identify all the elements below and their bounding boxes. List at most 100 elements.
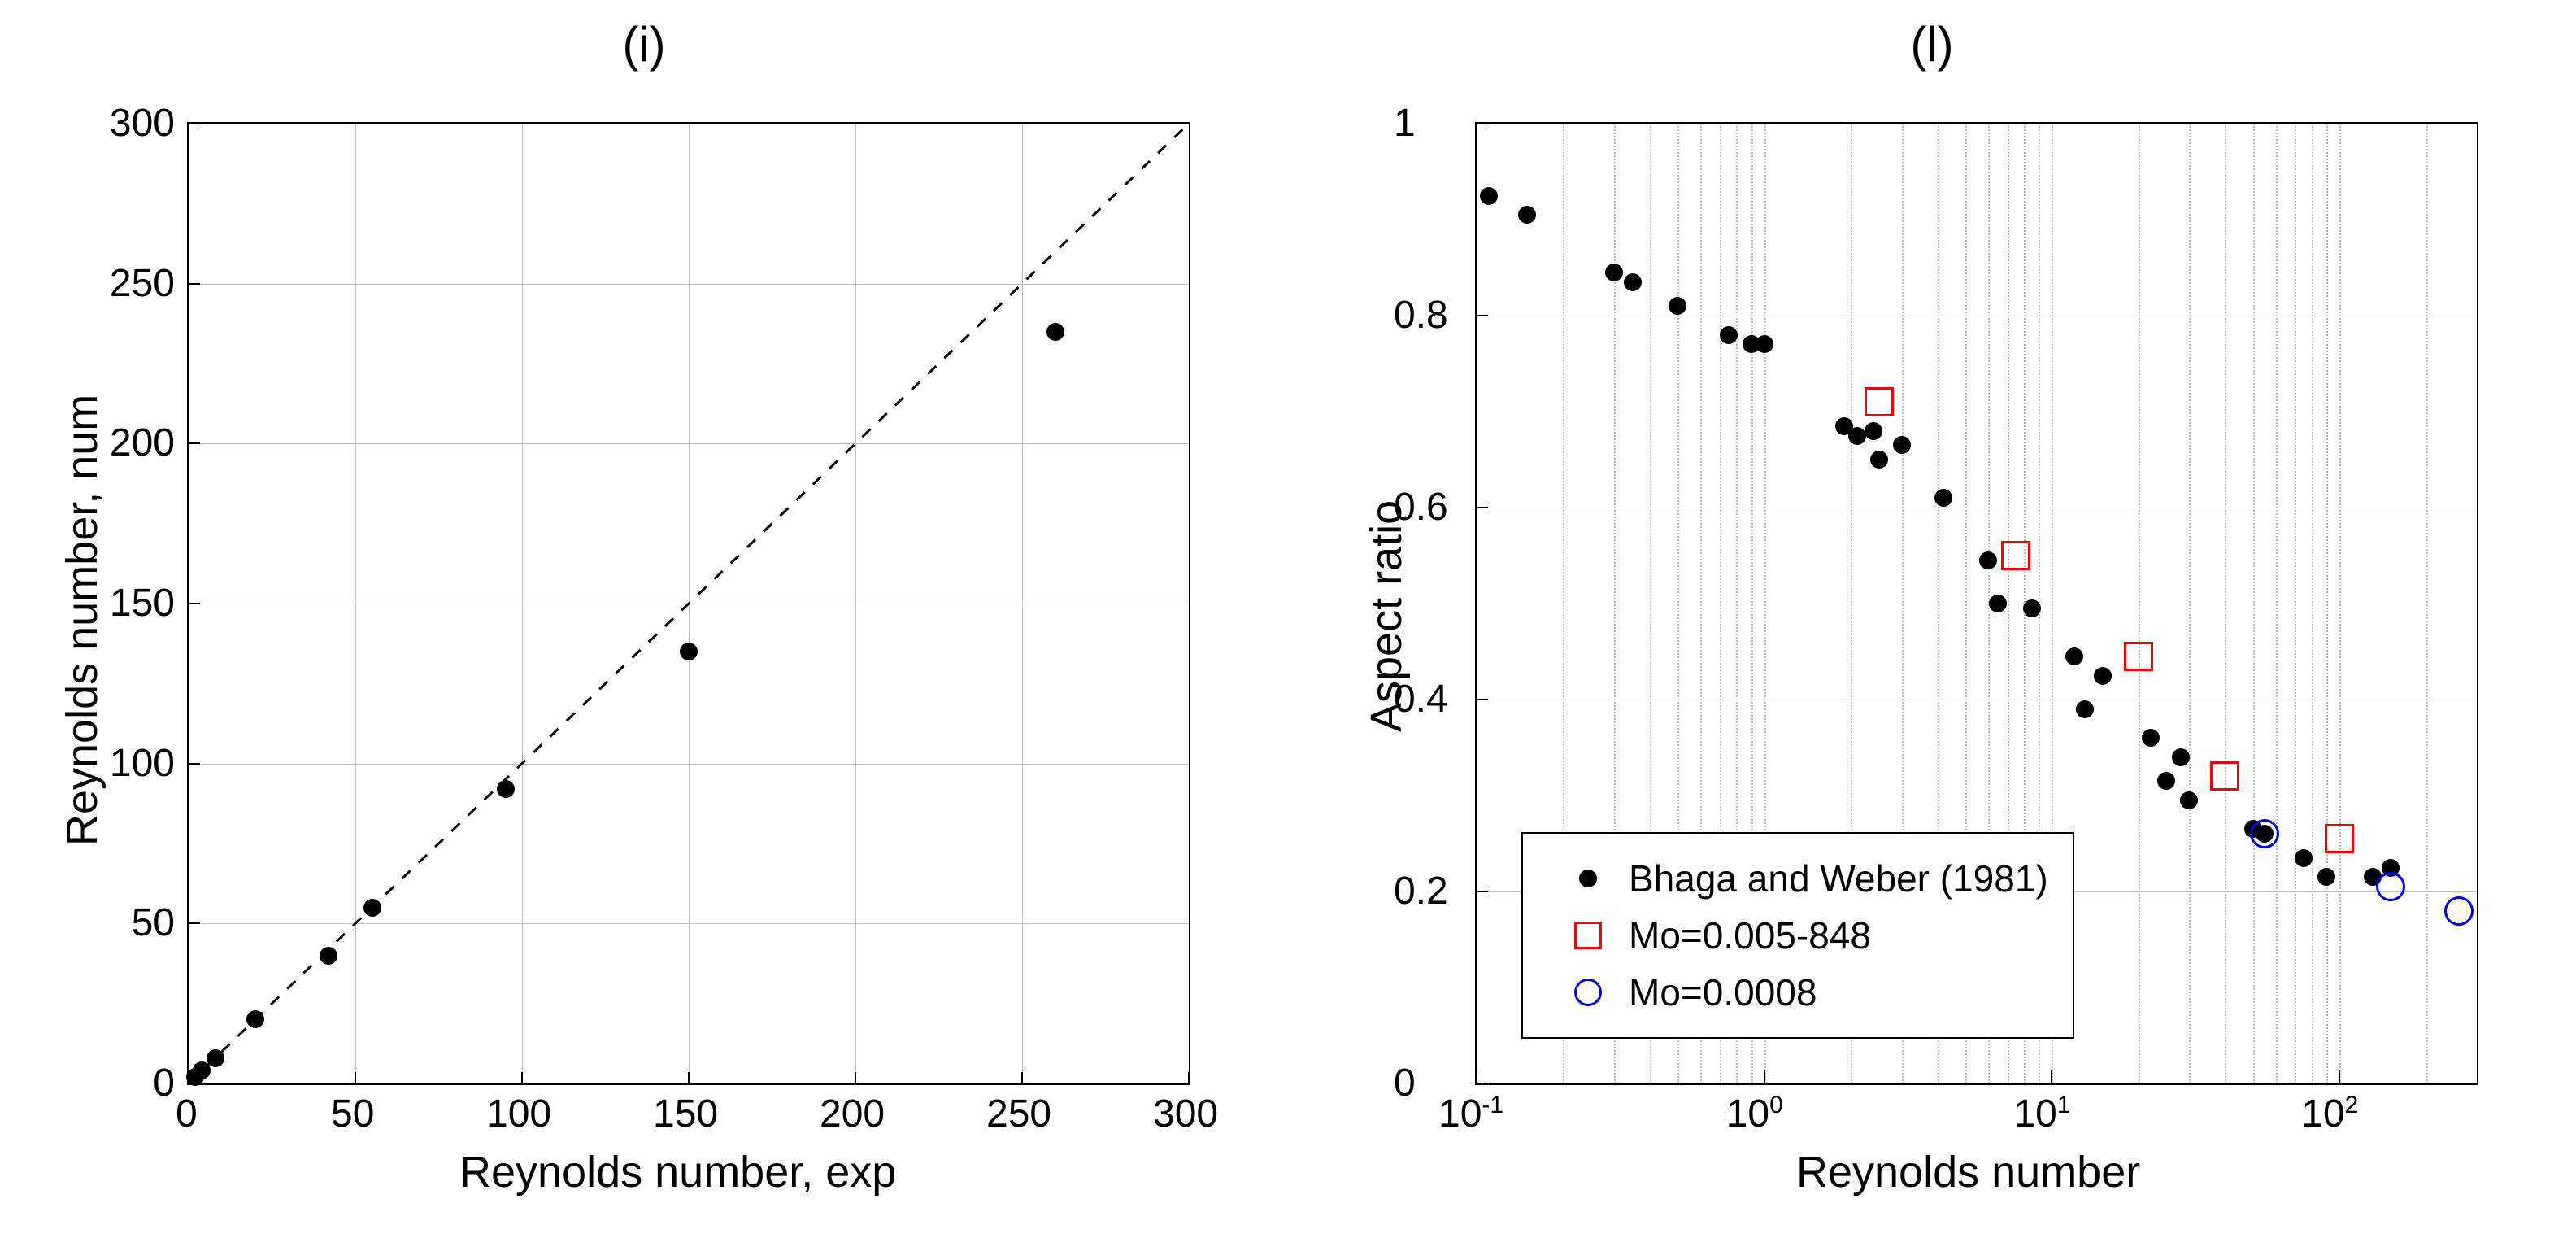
grid-line-minor — [2426, 124, 2428, 1083]
panel-i-plot-area — [187, 122, 1190, 1085]
data-point — [680, 643, 698, 660]
data-point — [193, 1061, 211, 1079]
panel-i-xlabel: Reynolds number, exp — [459, 1147, 896, 1197]
legend: Bhaga and Weber (1981) Mo=0.005-848 Mo=0.0… — [1521, 832, 2074, 1039]
panel-l-xlabel: Reynolds number — [1796, 1147, 2140, 1197]
data-point — [2210, 761, 2239, 791]
x-tick — [1476, 1070, 1477, 1083]
x-tick-label: 102 — [2301, 1092, 2358, 1136]
x-tick-label: 101 — [2013, 1092, 2070, 1136]
data-point — [1518, 206, 1536, 224]
data-point — [1865, 387, 1894, 416]
y-tick-label: 50 — [132, 900, 175, 945]
data-point — [246, 1010, 264, 1028]
y-tick-label: 100 — [110, 741, 175, 786]
x-tick — [2339, 1070, 2340, 1083]
legend-label: Mo=0.005-848 — [1629, 913, 1871, 957]
legend-marker — [1547, 922, 1629, 949]
x-tick-label: 150 — [653, 1092, 718, 1136]
data-point — [2065, 647, 2083, 665]
x-tick-label: 200 — [820, 1092, 885, 1136]
y-tick — [1477, 507, 1488, 508]
figure-container: (i) Reynolds number, exp Reynolds number… — [0, 0, 2576, 1238]
data-point — [2076, 700, 2094, 718]
data-point — [2001, 541, 2030, 570]
data-point — [1756, 335, 1773, 353]
legend-entry: Mo=0.005-848 — [1547, 907, 2048, 964]
x-tick-label: 100 — [486, 1092, 551, 1136]
legend-marker — [1547, 979, 1629, 1006]
data-point — [1480, 187, 1498, 205]
legend-marker — [1547, 870, 1629, 887]
grid-line-minor — [2189, 124, 2191, 1083]
legend-label: Bhaga and Weber (1981) — [1629, 857, 2048, 900]
panel-i: (i) Reynolds number, exp Reynolds number… — [0, 0, 1288, 1238]
grid-line-minor — [2339, 124, 2341, 1083]
legend-label: Mo=0.0008 — [1629, 970, 1817, 1014]
grid-line-minor — [2139, 124, 2140, 1083]
data-point — [1720, 326, 1738, 344]
panel-l: (l) Bhaga and Weber (1981) Mo=0.005-848 Mo… — [1288, 0, 2576, 1238]
parity-line — [189, 124, 1189, 1083]
data-point — [1046, 323, 1064, 341]
y-tick-label: 1 — [1394, 101, 1416, 146]
y-tick-label: 0.2 — [1394, 869, 1448, 913]
y-tick-label: 300 — [110, 101, 175, 146]
grid-line-minor — [2225, 124, 2226, 1083]
y-tick-label: 0.8 — [1394, 293, 1448, 338]
panel-l-plot-area: Bhaga and Weber (1981) Mo=0.005-848 Mo=0.0… — [1475, 122, 2478, 1085]
panel-i-ylabel: Reynolds number, num — [57, 395, 107, 846]
data-point — [1605, 264, 1623, 281]
data-point — [2023, 599, 2041, 617]
grid-line-minor — [2295, 124, 2296, 1083]
y-tick — [1477, 123, 1488, 124]
data-point — [1865, 422, 1882, 440]
y-tick-label: 150 — [110, 581, 175, 626]
grid-line-minor — [2253, 124, 2255, 1083]
data-point — [320, 947, 337, 965]
data-point — [1669, 297, 1686, 315]
panel-i-title: (i) — [622, 16, 665, 72]
data-point — [2124, 642, 2153, 671]
data-point — [207, 1049, 224, 1067]
x-tick — [2051, 1070, 2052, 1083]
y-tick — [1477, 891, 1488, 892]
data-point — [2317, 868, 2335, 886]
x-tick — [1764, 1070, 1765, 1083]
data-point — [1893, 436, 1911, 454]
y-tick — [1477, 699, 1488, 700]
y-tick-label: 0 — [153, 1061, 175, 1105]
data-point — [2157, 772, 2175, 790]
data-point — [2376, 872, 2405, 901]
panel-l-title: (l) — [1910, 16, 1953, 72]
legend-entry: Mo=0.0008 — [1547, 964, 2048, 1021]
data-point — [2142, 729, 2160, 747]
y-tick — [1477, 1083, 1488, 1084]
data-point — [2325, 824, 2354, 853]
x-tick-label: 0 — [176, 1092, 198, 1136]
data-point — [1870, 451, 1888, 469]
grid-line-minor — [2276, 124, 2278, 1083]
y-tick-label: 0.6 — [1394, 485, 1448, 530]
data-point — [2094, 667, 2112, 685]
grid-line-minor — [2312, 124, 2313, 1083]
data-point — [2444, 896, 2474, 926]
data-point — [2180, 791, 2198, 809]
legend-entry: Bhaga and Weber (1981) — [1547, 850, 2048, 907]
data-point — [1989, 595, 2007, 612]
data-point — [1979, 551, 1997, 569]
y-tick-label: 250 — [110, 261, 175, 306]
data-point — [2172, 748, 2190, 766]
y-tick — [1477, 315, 1488, 316]
data-point — [1624, 273, 1642, 291]
data-point — [2250, 819, 2279, 848]
grid-line-minor — [2326, 124, 2328, 1083]
x-tick-label: 100 — [1726, 1092, 1783, 1136]
y-tick-label: 200 — [110, 421, 175, 465]
x-tick-label: 250 — [986, 1092, 1051, 1136]
data-point — [1934, 489, 1952, 507]
data-point — [2295, 849, 2313, 867]
x-tick-label: 50 — [331, 1092, 374, 1136]
x-tick-label: 300 — [1153, 1092, 1218, 1136]
data-point — [363, 899, 381, 917]
